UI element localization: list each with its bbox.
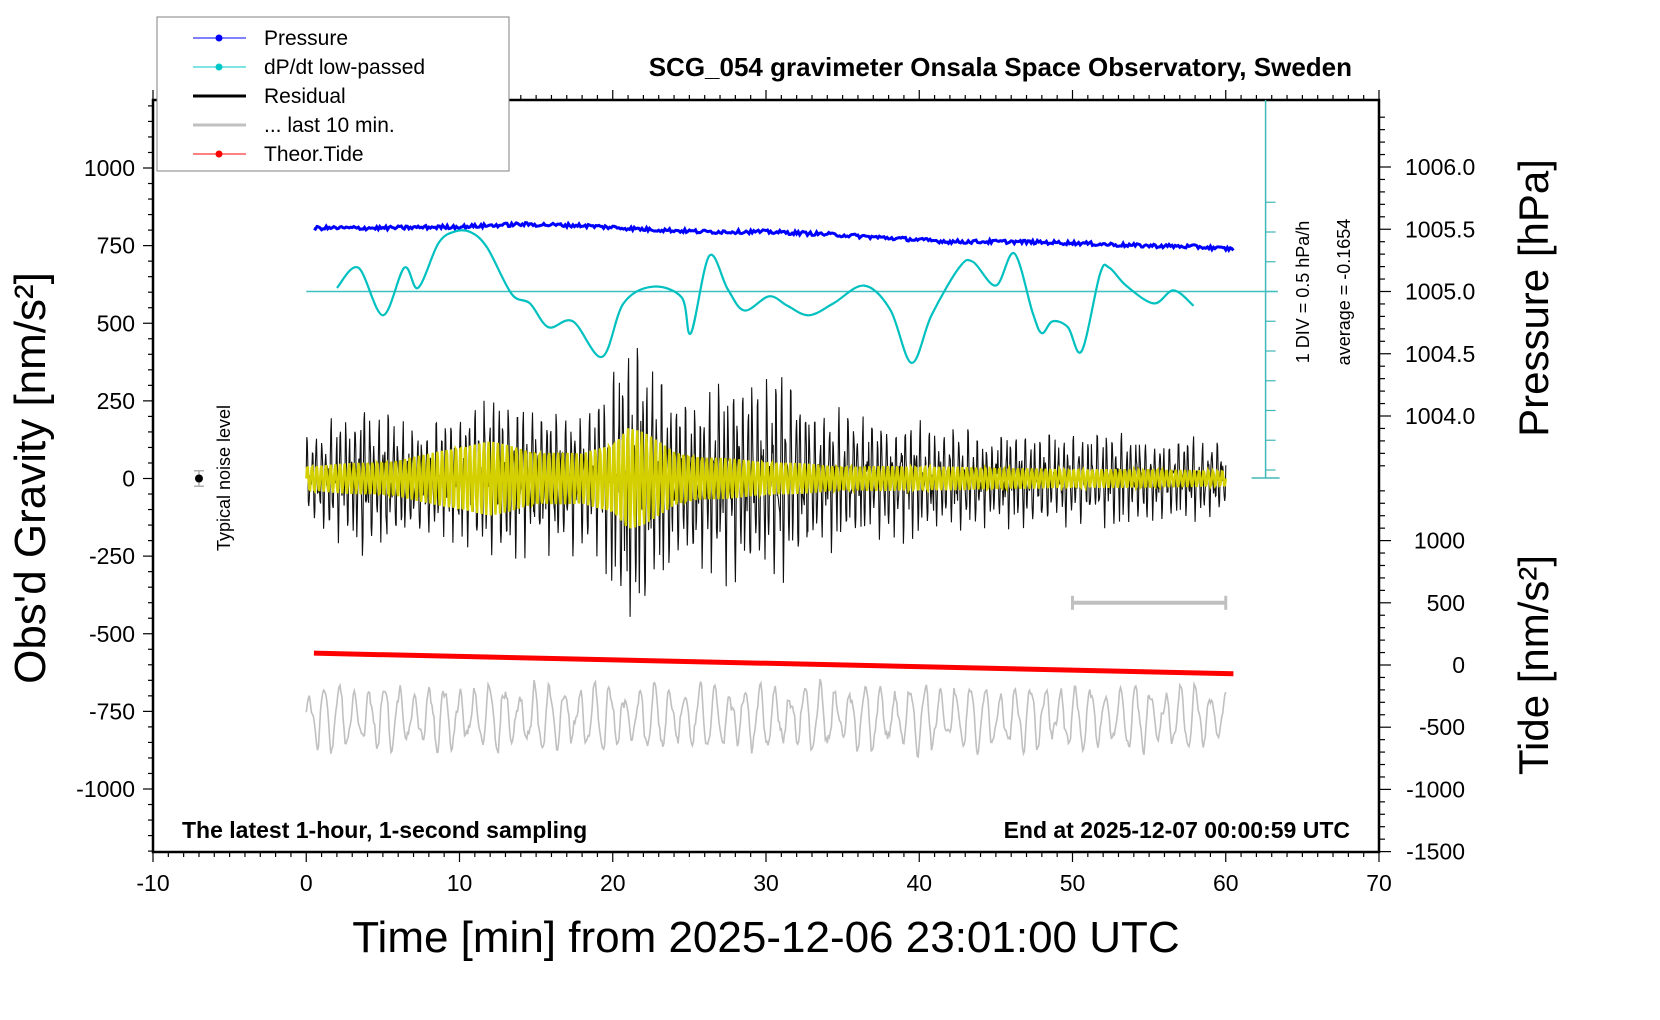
tide-tick-label: 1000 xyxy=(1414,528,1465,554)
y-axis-title-tide: Tide [nm/s²] xyxy=(1510,555,1557,775)
y-left-tick-label: -750 xyxy=(89,698,135,724)
x-tick-label: 40 xyxy=(906,870,932,896)
y-axis-title-left: Obs'd Gravity [nm/s²] xyxy=(6,272,55,684)
tide-tick-label: 500 xyxy=(1427,590,1465,616)
legend-marker xyxy=(215,63,223,71)
legend-label: ... last 10 min. xyxy=(264,114,395,137)
x-tick-label: 50 xyxy=(1060,870,1086,896)
axis-ticks: -10 0 10 20 30 40 50 60 70 1000 750 500 250 0 -250 -500… xyxy=(76,90,1475,896)
legend-label: Pressure xyxy=(264,27,348,50)
x-tick-label: 10 xyxy=(447,870,473,896)
x-tick-label: 20 xyxy=(600,870,626,896)
last10-series-line xyxy=(305,678,1227,759)
y-left-tick-label: 750 xyxy=(97,233,135,259)
dpdt-series-line xyxy=(336,229,1195,364)
chart-title: SCG_054 gravimeter Onsala Space Observat… xyxy=(649,52,1352,82)
tide-tick-label: -500 xyxy=(1419,714,1465,740)
legend-entry: Pressure xyxy=(193,27,348,50)
legend-entry: dP/dt low-passed xyxy=(193,56,425,79)
legend-entry: Theor.Tide xyxy=(193,143,364,166)
noise-level-label: Typical noise level xyxy=(214,405,234,551)
legend-marker xyxy=(215,150,223,158)
legend-box xyxy=(156,16,510,172)
y-left-tick-label: -1000 xyxy=(76,776,135,802)
annotation-end-time: End at 2025-12-07 00:00:59 UTC xyxy=(1004,817,1350,843)
pressure-series-line xyxy=(313,220,1235,253)
residual-filtered-series-line xyxy=(305,428,1227,529)
pressure-tick-label: 1005.5 xyxy=(1405,216,1475,242)
x-tick-label: 30 xyxy=(753,870,779,896)
pressure-tick-label: 1006.0 xyxy=(1405,154,1475,180)
x-axis-title: Time [min] from 2025-12-06 23:01:00 UTC xyxy=(352,913,1179,962)
series-layer xyxy=(193,100,1280,759)
pressure-tick-label: 1004.0 xyxy=(1405,403,1475,429)
x-tick-label: 70 xyxy=(1366,870,1392,896)
y-axis-title-pressure: Pressure [hPa] xyxy=(1510,159,1557,437)
x-tick-label: 0 xyxy=(300,870,313,896)
y-left-tick-label: 1000 xyxy=(84,155,135,181)
pressure-tick-label: 1005.0 xyxy=(1405,279,1475,305)
legend-entry: Residual xyxy=(193,85,346,108)
legend-label: dP/dt low-passed xyxy=(264,56,425,79)
tide-tick-label: 0 xyxy=(1452,652,1465,678)
div-scale-label: 1 DIV = 0.5 hPa/h xyxy=(1293,221,1313,364)
x-tick-label: 60 xyxy=(1213,870,1239,896)
legend: Pressure dP/dt low-passed Residual ... last… xyxy=(156,16,510,172)
tide-tick-label: -1500 xyxy=(1406,839,1465,865)
pressure-tick-label: 1004.5 xyxy=(1405,341,1475,367)
y-left-tick-label: 0 xyxy=(122,466,135,492)
tide-tick-label: -1000 xyxy=(1406,776,1465,802)
x-tick-label: -10 xyxy=(136,870,169,896)
average-label: average = -0.1654 xyxy=(1334,219,1354,366)
tide-series-line xyxy=(313,650,1234,677)
noise-point xyxy=(194,474,203,483)
annotation-sampling: The latest 1-hour, 1-second sampling xyxy=(182,817,587,843)
y-left-tick-label: 500 xyxy=(97,310,135,336)
legend-entry: ... last 10 min. xyxy=(193,114,395,137)
legend-label: Theor.Tide xyxy=(264,143,364,166)
legend-marker xyxy=(215,34,223,42)
y-left-tick-label: 250 xyxy=(97,388,135,414)
legend-label: Residual xyxy=(264,85,346,108)
y-left-tick-label: -250 xyxy=(89,543,135,569)
y-left-tick-label: -500 xyxy=(89,621,135,647)
